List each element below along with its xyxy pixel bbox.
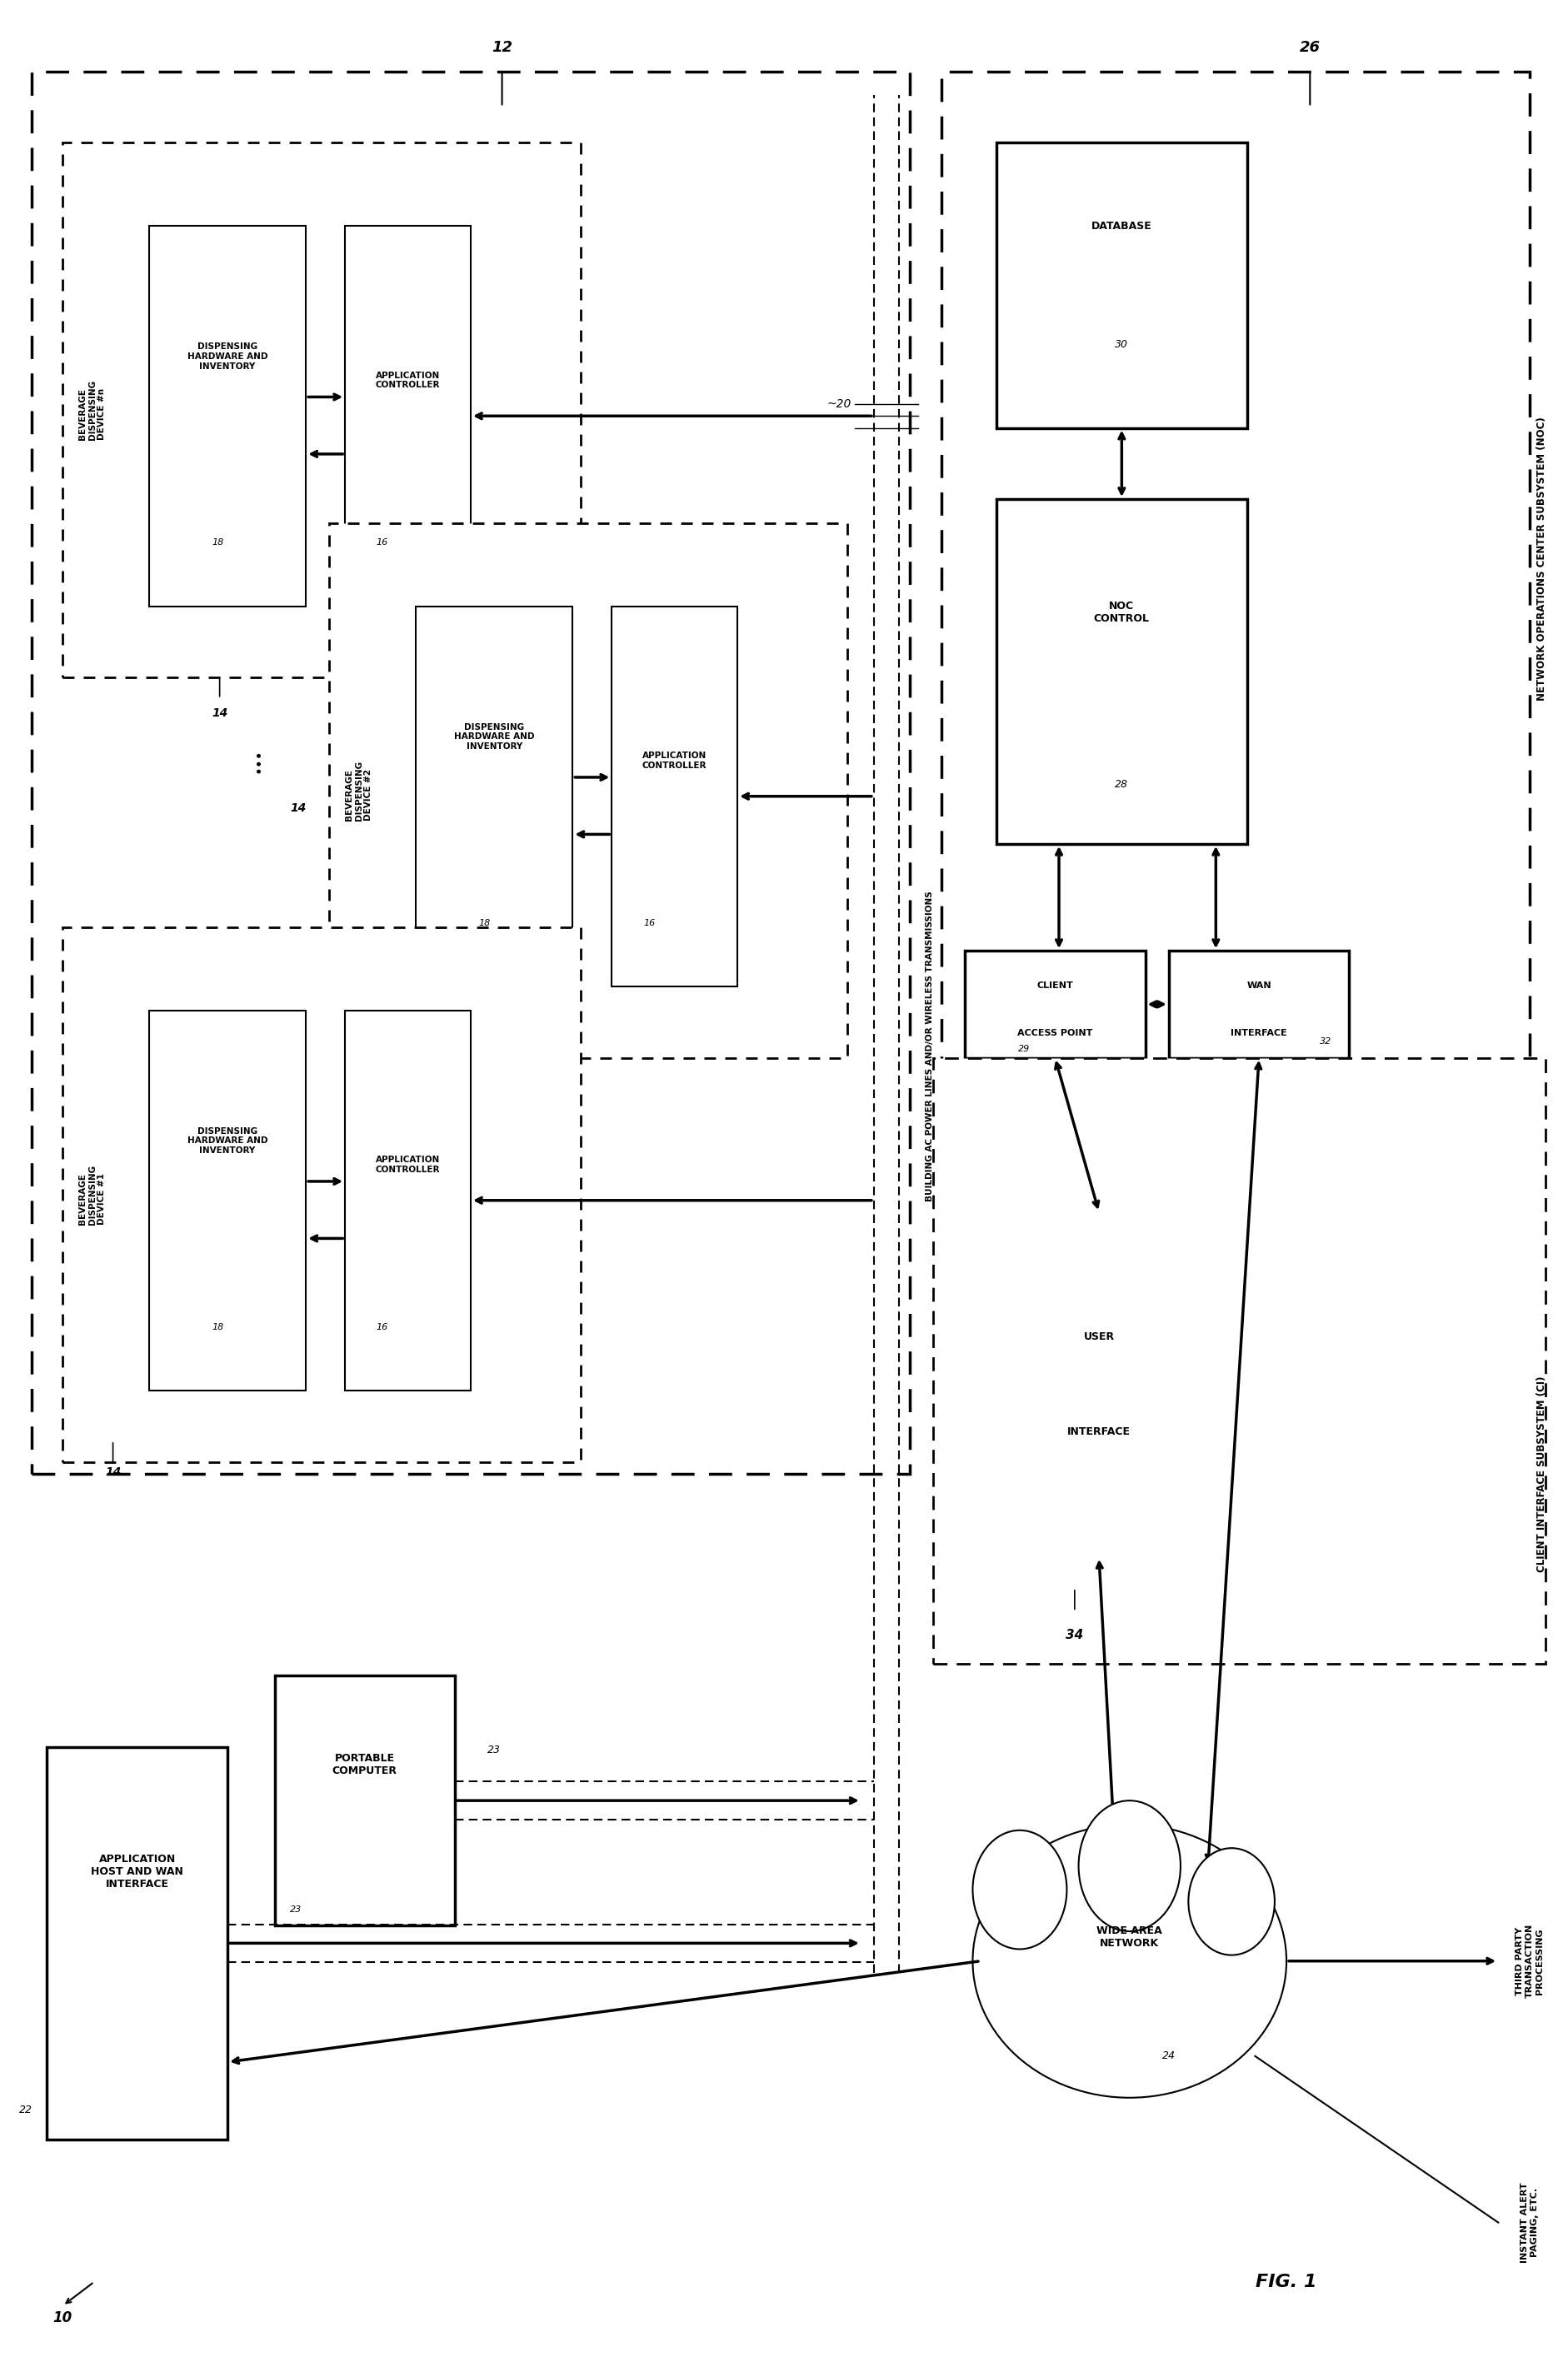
FancyBboxPatch shape [933, 1058, 1544, 1664]
FancyBboxPatch shape [996, 499, 1247, 844]
FancyBboxPatch shape [345, 226, 470, 606]
Text: THIRD PARTY
TRANSACTION
PROCESSING: THIRD PARTY TRANSACTION PROCESSING [1515, 1923, 1543, 1999]
Text: 14: 14 [212, 708, 227, 718]
Text: BEVERAGE
DISPENSING
DEVICE #n: BEVERAGE DISPENSING DEVICE #n [78, 380, 107, 440]
Text: 24: 24 [1162, 2051, 1174, 2061]
Text: WIDE AREA
NETWORK: WIDE AREA NETWORK [1096, 1925, 1162, 1949]
Text: 23: 23 [290, 1904, 303, 1913]
Text: DISPENSING
HARDWARE AND
INVENTORY: DISPENSING HARDWARE AND INVENTORY [187, 342, 268, 371]
Text: DATABASE: DATABASE [1091, 221, 1151, 231]
Text: INTERFACE: INTERFACE [1231, 1029, 1286, 1036]
Text: DISPENSING
HARDWARE AND
INVENTORY: DISPENSING HARDWARE AND INVENTORY [187, 1127, 268, 1155]
Text: 18: 18 [212, 537, 224, 547]
Text: 16: 16 [643, 918, 655, 927]
Text: 16: 16 [376, 537, 389, 547]
Text: 18: 18 [212, 1322, 224, 1331]
Text: CLIENT INTERFACE SUBSYSTEM (CI): CLIENT INTERFACE SUBSYSTEM (CI) [1537, 1376, 1546, 1571]
Text: ~20: ~20 [826, 399, 851, 409]
FancyBboxPatch shape [47, 1747, 227, 2139]
Text: FIG. 1: FIG. 1 [1254, 2272, 1317, 2291]
FancyBboxPatch shape [329, 523, 847, 1058]
FancyBboxPatch shape [63, 927, 580, 1462]
Text: 32: 32 [1319, 1036, 1331, 1046]
FancyBboxPatch shape [345, 1010, 470, 1391]
FancyBboxPatch shape [969, 1212, 1228, 1557]
Text: 18: 18 [478, 918, 491, 927]
Text: WAN: WAN [1247, 982, 1270, 989]
FancyBboxPatch shape [31, 71, 909, 1474]
Text: APPLICATION
CONTROLLER: APPLICATION CONTROLLER [375, 371, 441, 390]
Ellipse shape [972, 1830, 1066, 1949]
Text: 10: 10 [53, 2310, 72, 2325]
Ellipse shape [972, 1826, 1286, 2099]
Text: NETWORK OPERATIONS CENTER SUBSYSTEM (NOC): NETWORK OPERATIONS CENTER SUBSYSTEM (NOC… [1537, 416, 1546, 701]
Text: BEVERAGE
DISPENSING
DEVICE #1: BEVERAGE DISPENSING DEVICE #1 [78, 1165, 107, 1224]
Ellipse shape [1187, 1849, 1273, 1954]
Text: 30: 30 [1115, 340, 1127, 349]
Text: 22: 22 [19, 2104, 31, 2116]
Text: PORTABLE
COMPUTER: PORTABLE COMPUTER [332, 1754, 397, 1776]
FancyBboxPatch shape [612, 606, 737, 986]
Text: INSTANT ALERT
PAGING, ETC.: INSTANT ALERT PAGING, ETC. [1519, 2182, 1538, 2263]
Text: 29: 29 [1018, 1044, 1029, 1053]
Text: 23: 23 [488, 1745, 500, 1757]
Text: 34: 34 [1065, 1628, 1083, 1643]
Text: BEVERAGE
DISPENSING
DEVICE #2: BEVERAGE DISPENSING DEVICE #2 [345, 761, 373, 820]
Text: 12: 12 [491, 40, 513, 55]
Text: APPLICATION
CONTROLLER: APPLICATION CONTROLLER [641, 751, 707, 770]
Text: CLIENT: CLIENT [1036, 982, 1073, 989]
Text: 14: 14 [290, 803, 306, 813]
Text: ACCESS POINT: ACCESS POINT [1018, 1029, 1091, 1036]
Text: 26: 26 [1298, 40, 1320, 55]
FancyBboxPatch shape [149, 226, 306, 606]
FancyBboxPatch shape [1168, 951, 1348, 1058]
Text: NOC
CONTROL: NOC CONTROL [1093, 601, 1149, 623]
Text: USER: USER [1083, 1331, 1113, 1343]
FancyBboxPatch shape [941, 71, 1529, 1070]
Text: 28: 28 [1115, 780, 1127, 789]
Text: 16: 16 [376, 1322, 389, 1331]
Text: APPLICATION
CONTROLLER: APPLICATION CONTROLLER [375, 1155, 441, 1174]
Text: DISPENSING
HARDWARE AND
INVENTORY: DISPENSING HARDWARE AND INVENTORY [453, 723, 535, 751]
Ellipse shape [1079, 1802, 1179, 1930]
Text: INTERFACE: INTERFACE [1066, 1426, 1131, 1438]
Text: •••: ••• [251, 749, 267, 773]
FancyBboxPatch shape [149, 1010, 306, 1391]
FancyBboxPatch shape [274, 1676, 455, 1925]
FancyBboxPatch shape [996, 143, 1247, 428]
FancyBboxPatch shape [416, 606, 572, 986]
Text: 14: 14 [105, 1467, 121, 1478]
Text: APPLICATION
HOST AND WAN
INTERFACE: APPLICATION HOST AND WAN INTERFACE [91, 1854, 183, 1890]
FancyBboxPatch shape [63, 143, 580, 677]
FancyBboxPatch shape [964, 951, 1145, 1058]
FancyBboxPatch shape [941, 1141, 1254, 1616]
Text: BUILDING AC POWER LINES AND/OR WIRELESS TRANSMISSIONS: BUILDING AC POWER LINES AND/OR WIRELESS … [925, 891, 933, 1200]
